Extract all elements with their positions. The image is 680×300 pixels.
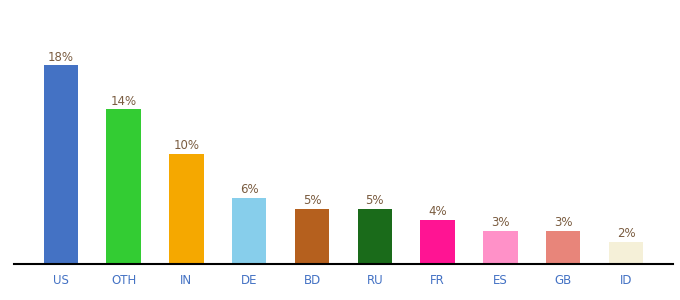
Text: 3%: 3% xyxy=(554,216,573,229)
Text: 6%: 6% xyxy=(240,183,258,196)
Text: 5%: 5% xyxy=(366,194,384,207)
Text: 18%: 18% xyxy=(48,50,74,64)
Bar xyxy=(232,198,267,264)
Text: 14%: 14% xyxy=(111,95,137,108)
Text: 10%: 10% xyxy=(173,139,199,152)
Bar xyxy=(546,231,581,264)
Text: 4%: 4% xyxy=(428,205,447,218)
Bar xyxy=(106,110,141,264)
Bar xyxy=(420,220,455,264)
Bar xyxy=(358,209,392,264)
Bar xyxy=(609,242,643,264)
Bar xyxy=(483,231,517,264)
Bar xyxy=(44,65,78,264)
Text: 2%: 2% xyxy=(617,227,635,240)
Bar xyxy=(294,209,329,264)
Text: 5%: 5% xyxy=(303,194,321,207)
Bar xyxy=(169,154,204,264)
Text: 3%: 3% xyxy=(491,216,509,229)
